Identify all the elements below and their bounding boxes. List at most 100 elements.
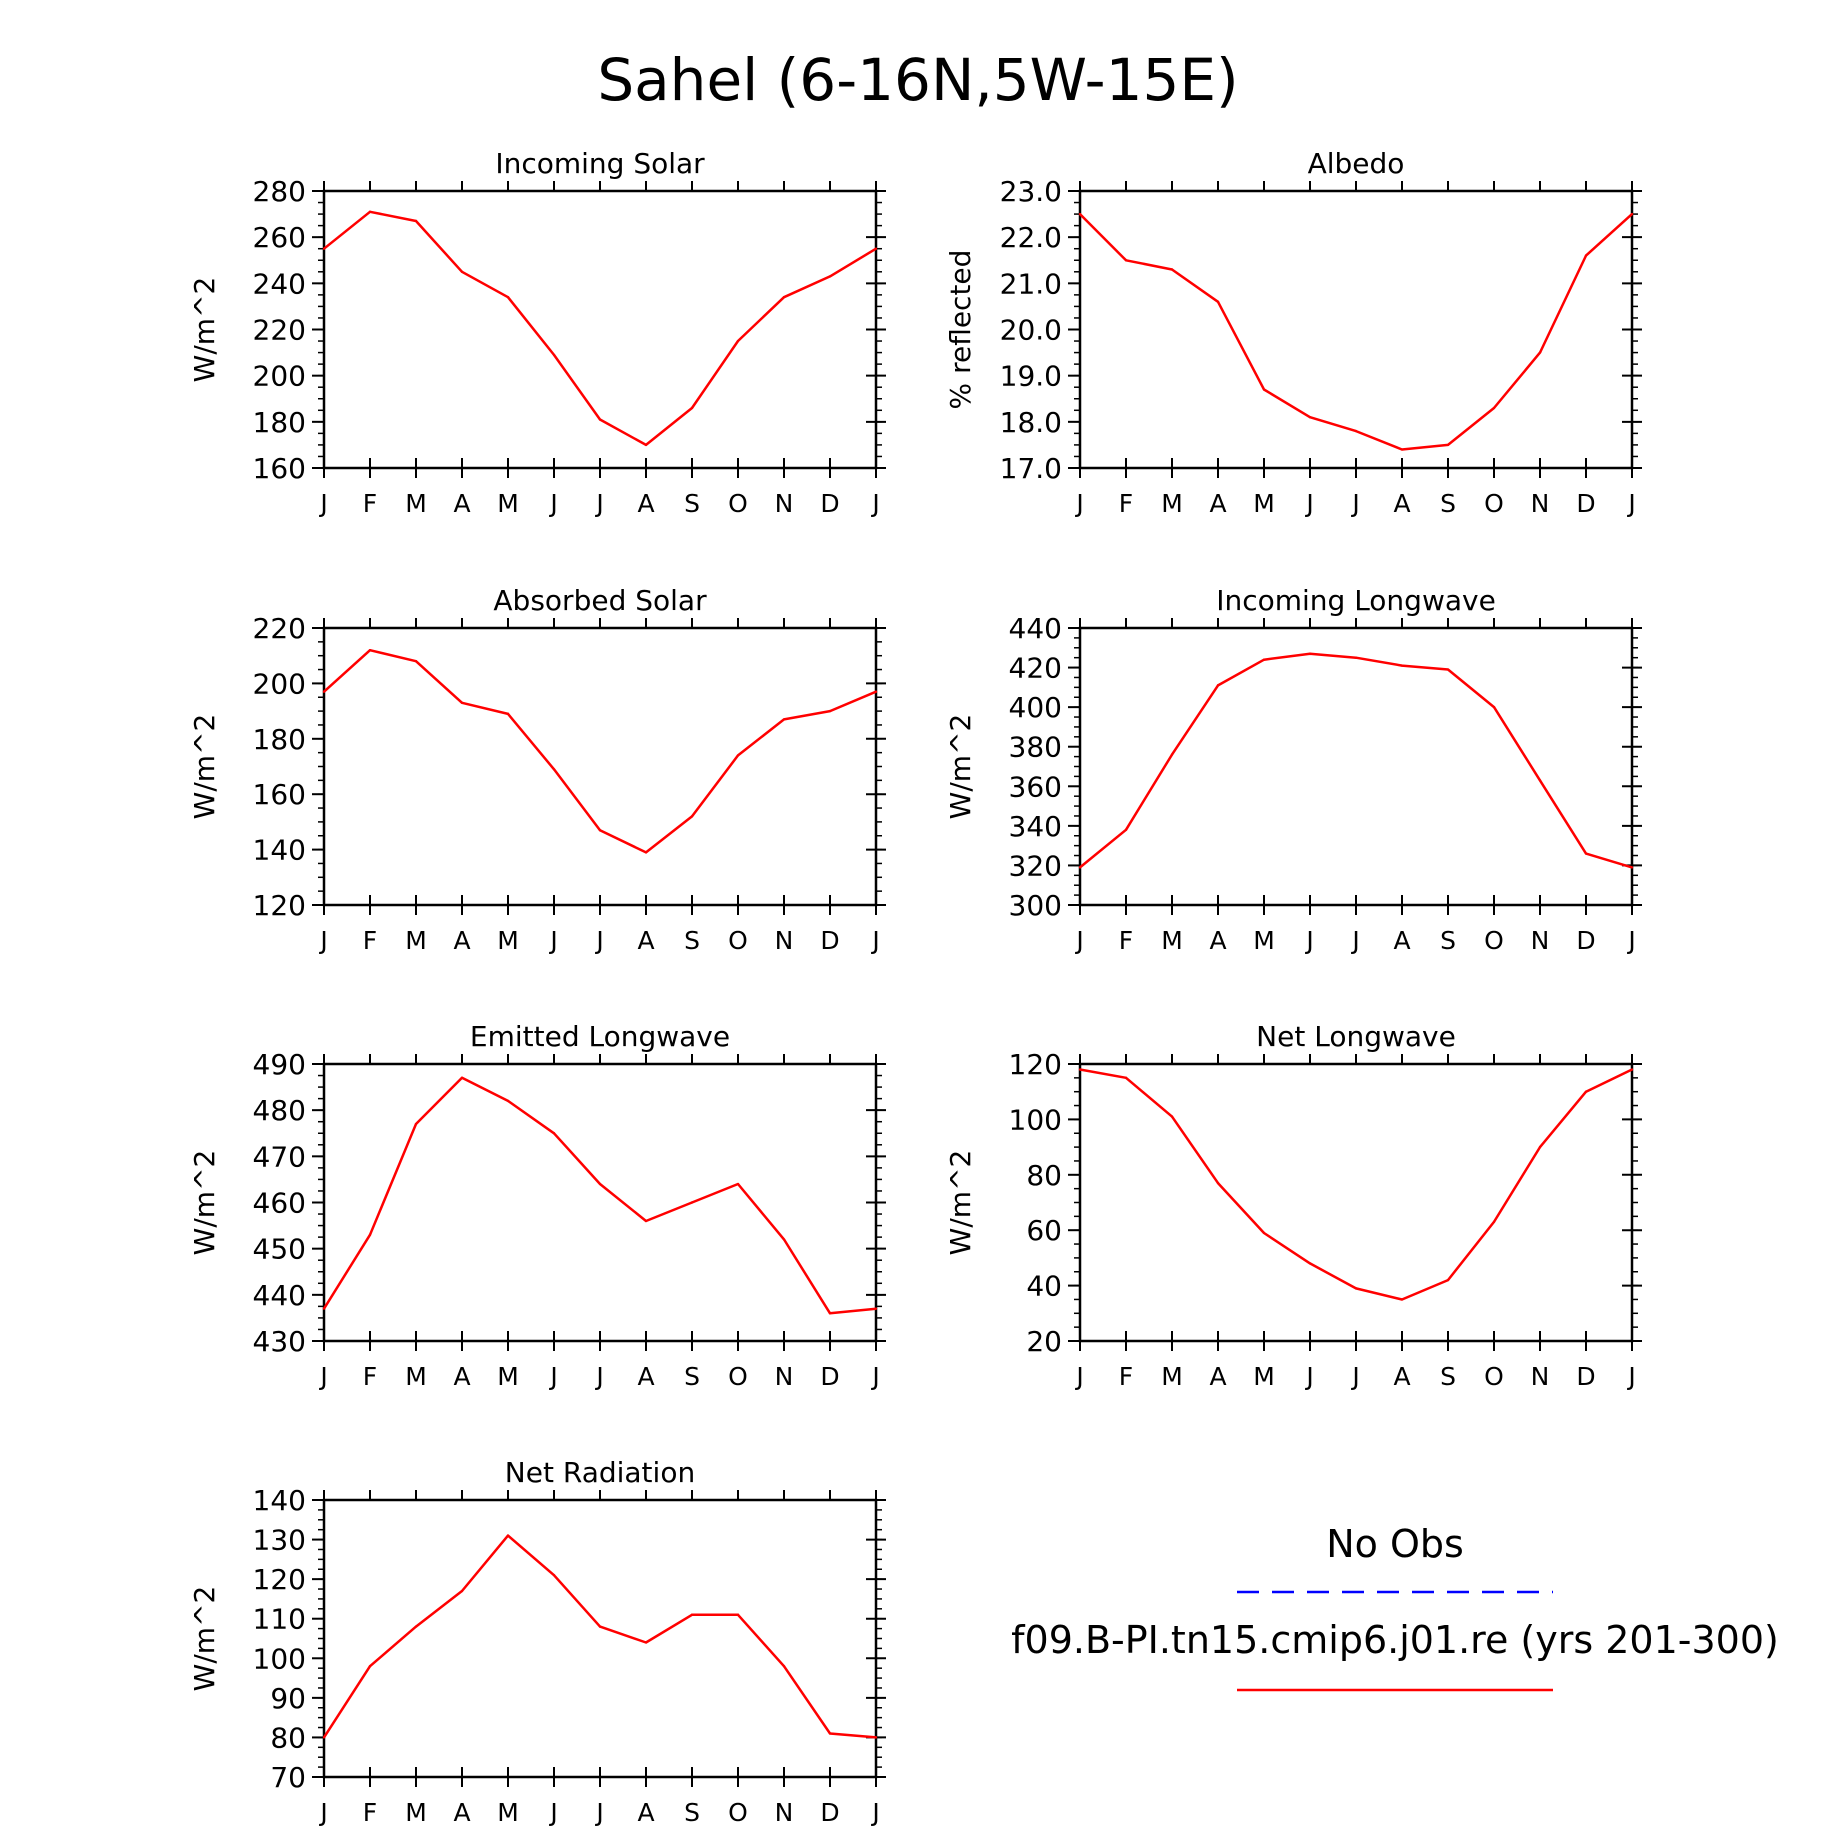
x-tick-label: O	[728, 489, 748, 518]
x-tick-label: A	[453, 1362, 470, 1391]
y-tick-label: 160	[253, 778, 306, 811]
x-tick-label: D	[1576, 926, 1595, 955]
x-tick-label: J	[318, 1798, 327, 1827]
y-tick-label: 110	[253, 1603, 306, 1636]
x-tick-label: M	[405, 1362, 427, 1391]
x-tick-label: A	[637, 1362, 654, 1391]
y-tick-label: 260	[253, 221, 306, 254]
data-point	[460, 270, 464, 273]
x-tick-label: O	[1484, 489, 1504, 518]
plot-frame	[1078, 626, 1634, 907]
series-line	[1079, 213, 1633, 451]
x-tick-label: A	[637, 489, 654, 518]
data-point	[690, 406, 694, 410]
data-point	[644, 443, 648, 447]
y-tick-label: 300	[1009, 889, 1062, 922]
x-tick-label: J	[318, 926, 327, 955]
data-point	[1538, 351, 1542, 354]
data-point	[1538, 779, 1542, 782]
x-tick-label: O	[728, 1362, 748, 1391]
x-tick-label: D	[820, 1798, 839, 1827]
data-point	[1262, 658, 1266, 661]
panel-title: Emitted Longwave	[470, 1020, 730, 1053]
x-tick-label: J	[870, 1362, 879, 1391]
data-point	[1170, 268, 1174, 271]
data-point	[414, 660, 418, 663]
data-point	[368, 1665, 372, 1668]
y-axis-label: % reflected	[944, 250, 977, 410]
panel-1: J F M A M J J A S O N D J160180200220240260280Incomi…	[188, 147, 886, 518]
data-point	[1308, 1262, 1312, 1265]
x-tick-label: S	[684, 1362, 700, 1391]
y-tick-label: 18.0	[1000, 406, 1062, 439]
panel-3: J F M A M J J A S O N D J120140160180200220Absorbed …	[188, 584, 886, 955]
data-point	[460, 1076, 464, 1080]
x-tick-label: A	[453, 1798, 470, 1827]
x-tick-label: A	[453, 489, 470, 518]
series-line	[322, 1076, 877, 1315]
data-point	[506, 1534, 510, 1537]
x-tick-label: J	[548, 1798, 557, 1827]
x-tick-label: F	[1119, 926, 1133, 955]
data-point	[322, 690, 326, 693]
x-tick-label: N	[775, 1798, 794, 1827]
data-point	[552, 768, 556, 771]
data-point	[1492, 1220, 1496, 1224]
data-point	[552, 1132, 556, 1135]
series-line	[323, 210, 877, 447]
y-tick-label: 17.0	[1000, 452, 1062, 485]
data-point	[1308, 652, 1312, 655]
x-tick-label: N	[1531, 926, 1550, 955]
data-point	[1216, 300, 1220, 303]
x-tick-label: F	[363, 1362, 377, 1391]
x-tick-label: A	[1209, 926, 1226, 955]
y-tick-label: 430	[253, 1325, 306, 1358]
y-tick-label: 240	[253, 267, 306, 300]
x-tick-label: O	[1484, 1362, 1504, 1391]
x-tick-label: J	[870, 1798, 879, 1827]
data-point	[736, 339, 740, 343]
data-point	[368, 210, 372, 213]
y-tick-label: 100	[1009, 1103, 1062, 1136]
y-tick-label: 470	[253, 1140, 306, 1173]
data-point	[322, 247, 326, 250]
data-point	[1400, 448, 1404, 451]
y-tick-label: 490	[253, 1048, 306, 1081]
y-axis-label: W/m^2	[188, 1150, 221, 1256]
data-point	[1400, 1298, 1404, 1301]
plot-frame	[322, 189, 878, 470]
data-point	[1492, 406, 1496, 410]
data-point	[1584, 1090, 1588, 1093]
x-tick-label: J	[594, 1362, 603, 1391]
y-tick-label: 220	[253, 314, 306, 347]
y-tick-label: 460	[253, 1187, 306, 1220]
data-point	[874, 247, 878, 250]
panel-title: Albedo	[1308, 147, 1405, 180]
data-point	[1446, 668, 1450, 671]
x-tick-label: O	[728, 1798, 748, 1827]
data-point	[644, 851, 648, 854]
x-tick-label: J	[1350, 926, 1359, 955]
x-tick-label: M	[405, 489, 427, 518]
legend: No Obs f09.B-PI.tn15.cmip6.j01.re (yrs 2…	[1011, 1522, 1779, 1692]
x-tick-label: J	[548, 1362, 557, 1391]
x-tick-label: M	[1253, 489, 1275, 518]
x-tick-label: F	[363, 489, 377, 518]
x-tick-label: D	[1576, 489, 1595, 518]
x-tick-label: A	[637, 1798, 654, 1827]
legend-model-label: f09.B-PI.tn15.cmip6.j01.re (yrs 201-300)	[1011, 1618, 1779, 1662]
x-tick-label: F	[1119, 1362, 1133, 1391]
x-tick-label: S	[684, 489, 700, 518]
x-tick-label: J	[594, 489, 603, 518]
data-point	[414, 1625, 418, 1628]
data-point	[368, 1233, 372, 1237]
data-point	[782, 295, 786, 299]
panel-5: J F M A M J J A S O N D J430440450460470480490Emitte…	[188, 1020, 886, 1391]
data-point	[1262, 388, 1266, 391]
x-tick-label: J	[594, 926, 603, 955]
x-tick-label: M	[497, 926, 519, 955]
data-point	[1124, 1076, 1128, 1080]
x-tick-label: N	[775, 926, 794, 955]
x-tick-label: M	[405, 926, 427, 955]
